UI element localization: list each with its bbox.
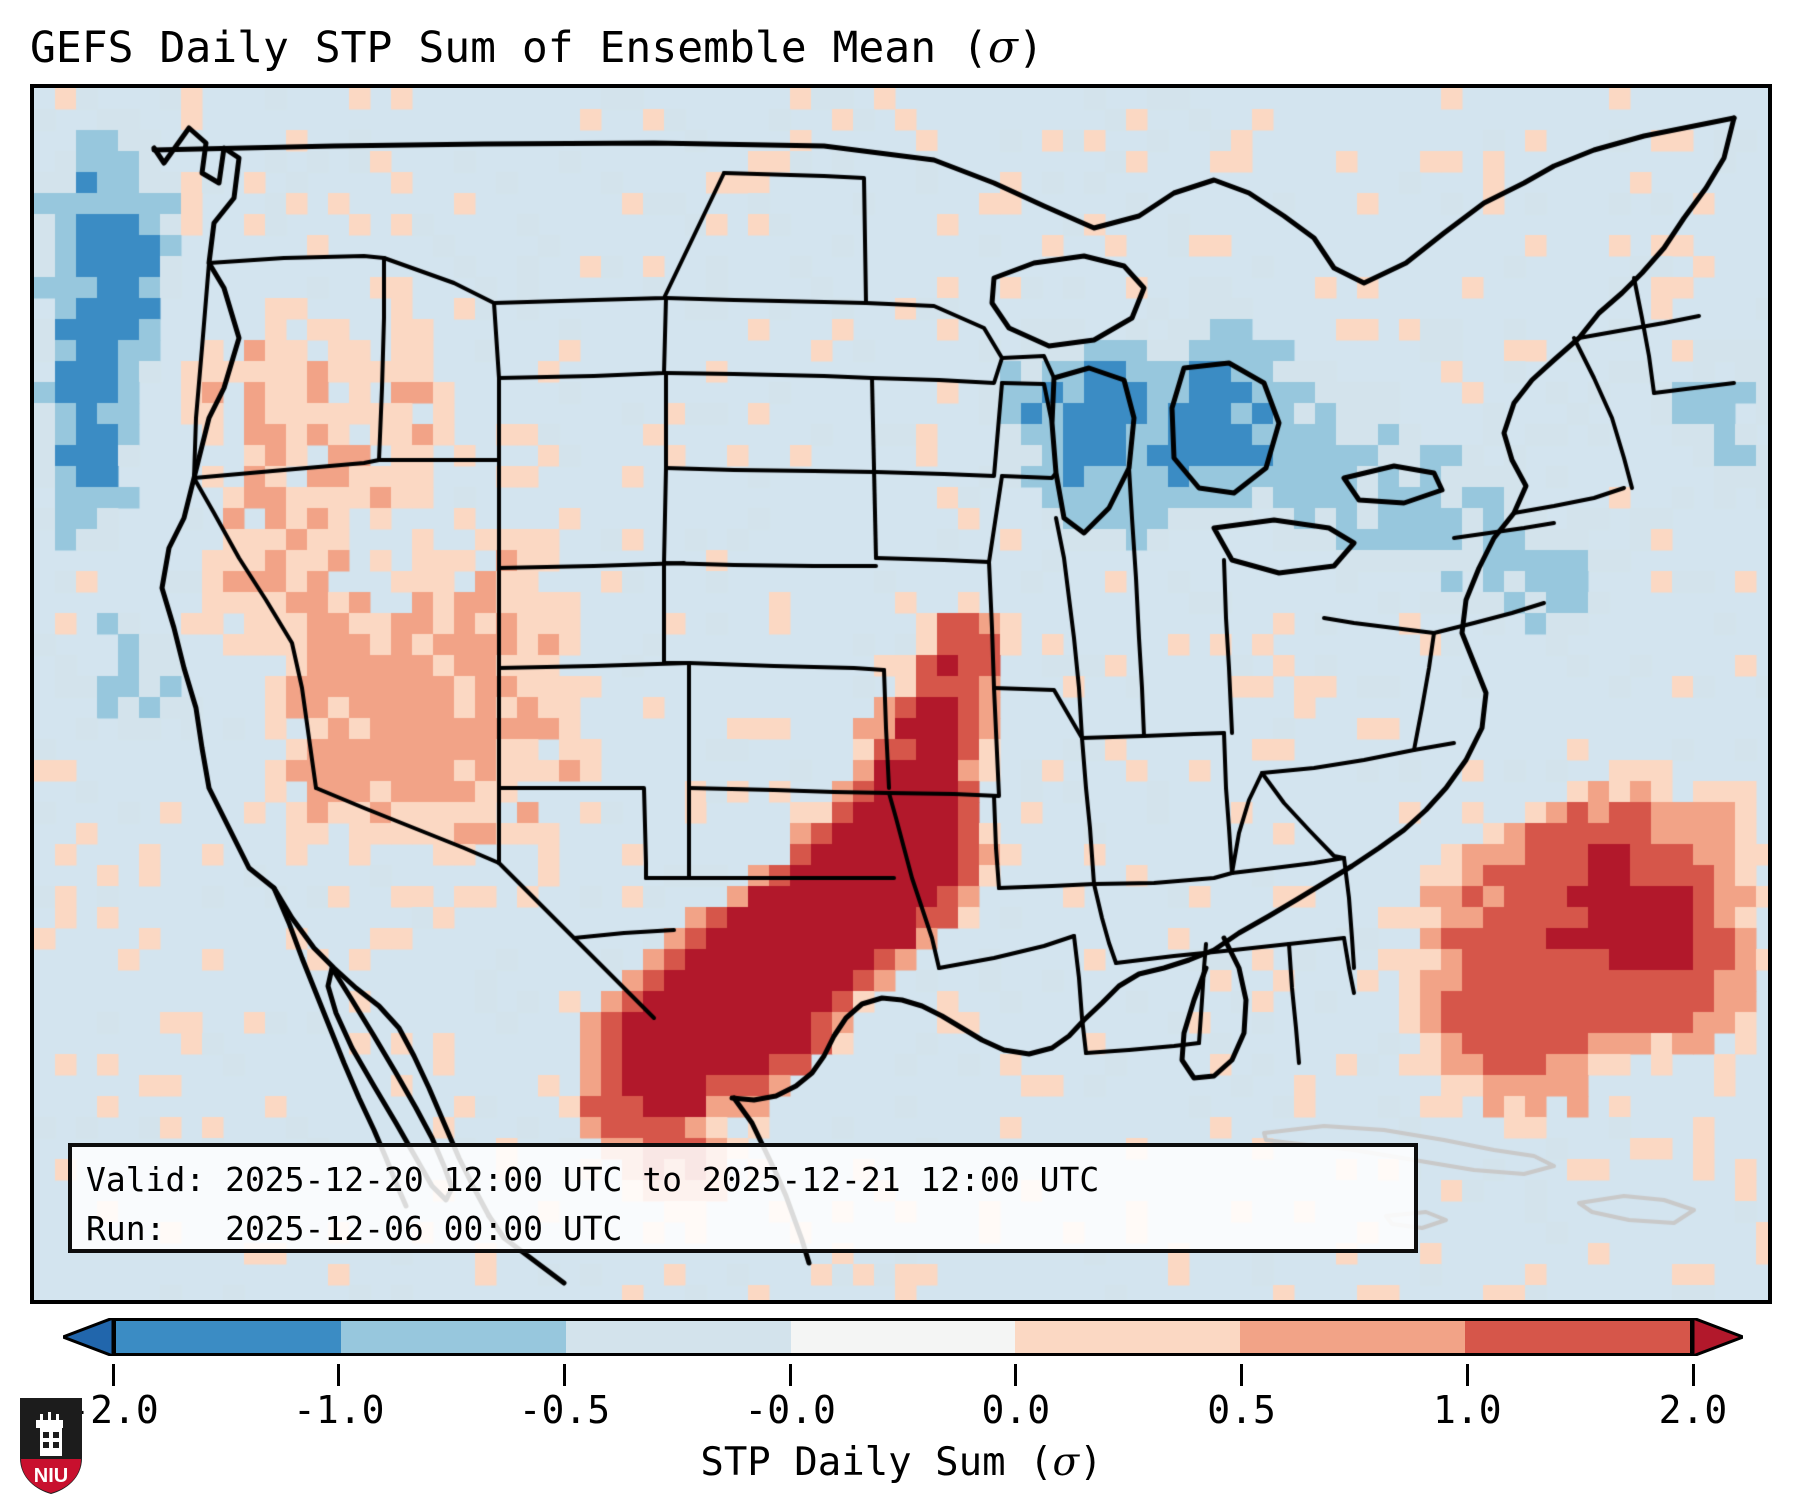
colorbar-tick-label-3: -0.0 [744, 1388, 836, 1432]
page-title: GEFS Daily STP Sum of Ensemble Mean (σ) [30, 16, 1530, 80]
colorbar-tick-2 [562, 1364, 566, 1386]
valid-time-line: Valid: 2025-12-20 12:00 UTC to 2025-12-2… [86, 1160, 1100, 1199]
colorbar-segment-4 [1015, 1321, 1241, 1353]
colorbar-tick-6 [1465, 1364, 1469, 1386]
page-title-text: GEFS Daily STP Sum of Ensemble Mean ( [30, 23, 988, 73]
colorbar-axis-label: STP Daily Sum (σ) [0, 1440, 1803, 1485]
sigma-symbol-colorbar: σ [1052, 1440, 1080, 1485]
colorbar[interactable]: -2.0 -1.0 -0.5 -0.0 0.0 0.5 1.0 2.0 [63, 1318, 1743, 1432]
colorbar-tick-3 [788, 1364, 792, 1386]
colorbar-tick-5 [1240, 1364, 1244, 1386]
colorbar-segment-0 [116, 1321, 341, 1353]
colorbar-tick-label-0: -2.0 [67, 1388, 159, 1432]
colorbar-tick-label-5: 0.5 [1207, 1388, 1276, 1432]
colorbar-segment-2 [565, 1321, 791, 1353]
colorbar-tick-1 [337, 1364, 341, 1386]
colorbar-extend-min-arrow [63, 1318, 113, 1356]
niu-logo[interactable]: NIU [18, 1396, 84, 1496]
colorbar-extend-max-arrow [1693, 1318, 1743, 1356]
stp-anomaly-heatmap[interactable] [34, 88, 1768, 1300]
map-panel[interactable]: Valid: 2025-12-20 12:00 UTC to 2025-12-2… [30, 84, 1772, 1304]
colorbar-segment-3 [790, 1321, 1016, 1353]
run-time-line: Run: 2025-12-06 00:00 UTC [86, 1209, 623, 1248]
colorbar-gradient[interactable] [113, 1318, 1693, 1356]
niu-logo-text: NIU [34, 1465, 68, 1487]
colorbar-axis-label-text: STP Daily Sum ( [700, 1440, 1053, 1485]
colorbar-axis-label-text-end: ) [1079, 1440, 1103, 1485]
colorbar-tick-label-2: -0.5 [518, 1388, 611, 1432]
colorbar-segment-1 [340, 1321, 566, 1353]
colorbar-tick-label-7: 2.0 [1658, 1388, 1728, 1432]
colorbar-segment-5 [1240, 1321, 1466, 1353]
colorbar-segment-6 [1465, 1321, 1691, 1353]
colorbar-tick-4 [1014, 1364, 1018, 1386]
colorbar-region: -2.0 -1.0 -0.5 -0.0 0.0 0.5 1.0 2.0 STP Daily S… [0, 1310, 1803, 1506]
page-title-text-end: ) [1017, 23, 1044, 73]
sigma-symbol-title: σ [987, 22, 1018, 73]
colorbar-tick-0 [111, 1364, 115, 1386]
valid-run-info-box: Valid: 2025-12-20 12:00 UTC to 2025-12-2… [68, 1143, 1418, 1253]
colorbar-tick-label-6: 1.0 [1432, 1388, 1502, 1432]
colorbar-tick-label-4: 0.0 [981, 1388, 1051, 1432]
colorbar-tick-label-1: -1.0 [292, 1388, 385, 1432]
colorbar-tick-7 [1691, 1364, 1695, 1386]
